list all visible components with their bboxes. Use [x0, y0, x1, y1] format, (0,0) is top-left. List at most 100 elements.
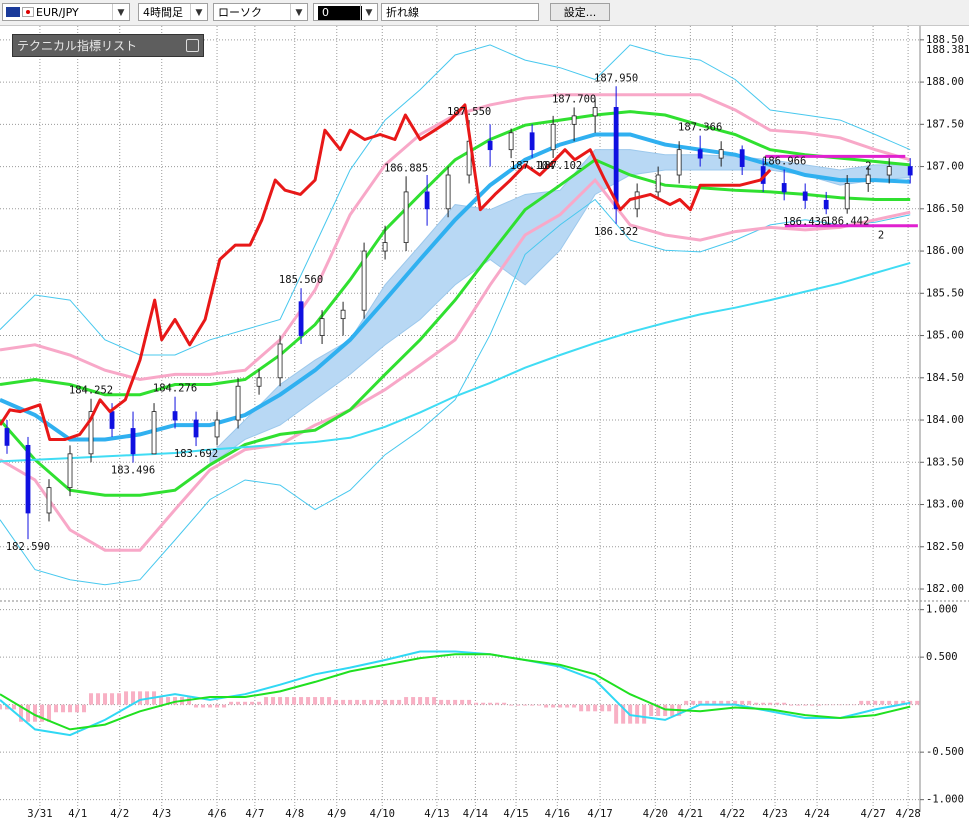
histogram-bar: [565, 704, 570, 708]
main-plot: 2 2 182.590 184.252 183.496 184.276 183.692 185…: [0, 26, 920, 600]
price-annotation: 185.560: [279, 274, 323, 286]
indicator-list-icon: [186, 39, 199, 52]
histogram-bar: [222, 704, 227, 708]
x-tick-label: 4/14: [463, 808, 488, 820]
histogram-bar: [600, 704, 605, 712]
histogram-bar: [859, 700, 864, 705]
histogram-bar: [509, 704, 514, 706]
timeframe-select[interactable]: 4時間足 ▼: [138, 3, 208, 21]
compare-select[interactable]: 0 ▼: [313, 3, 378, 21]
indicator-list[interactable]: テクニカル指標リスト: [12, 34, 204, 57]
settings-label: 設定...: [563, 6, 597, 19]
histogram-bar: [796, 704, 801, 706]
candle-body: [718, 149, 724, 159]
candle-body: [550, 123, 556, 151]
histogram-bar: [138, 691, 143, 705]
price-annotation: 183.496: [111, 465, 155, 477]
histogram-bar: [586, 704, 591, 712]
settings-button[interactable]: 設定...: [550, 3, 610, 21]
histogram-bar: [68, 704, 73, 713]
x-tick-label: 4/3: [152, 808, 171, 820]
histogram-bar: [684, 700, 689, 705]
histogram-bar: [789, 704, 794, 706]
candle-body: [67, 453, 73, 489]
x-tick-label: 4/24: [804, 808, 829, 820]
y-tick-label: 182.50: [926, 541, 964, 553]
histogram-bar: [299, 697, 304, 705]
histogram-bar: [740, 700, 745, 705]
histogram-bar: [831, 704, 836, 706]
price-annotation: 182.590: [6, 541, 50, 553]
histogram-bar: [194, 704, 199, 708]
candle-body: [25, 444, 31, 514]
overlay-style-text: 折れ線: [386, 6, 419, 19]
histogram-bar: [642, 704, 647, 724]
histogram-bar: [922, 701, 926, 705]
x-tick-label: 4/15: [503, 808, 528, 820]
x-tick-label: 4/7: [245, 808, 264, 820]
histogram-bar: [117, 693, 122, 705]
histogram-bar: [712, 700, 717, 705]
histogram-bar: [285, 697, 290, 705]
histogram-bar: [635, 704, 640, 724]
histogram-bar: [488, 702, 493, 705]
indicator-line: [0, 44, 911, 356]
histogram-bar: [579, 704, 584, 712]
histogram-bar: [12, 704, 16, 710]
histogram-bar: [229, 701, 234, 705]
histogram-bar: [320, 697, 325, 705]
histogram-bar: [250, 701, 255, 705]
symbol: EUR/JPY: [36, 6, 79, 19]
histogram-bar: [698, 700, 703, 705]
candle-body: [571, 115, 577, 125]
histogram-bar: [495, 702, 500, 705]
y-tick-label: 182.00: [926, 583, 964, 595]
histogram-bar: [481, 702, 486, 705]
histogram-bar: [40, 704, 45, 722]
histogram-bar: [726, 700, 731, 705]
x-tick-label: 4/6: [208, 808, 227, 820]
indicator-line: [0, 158, 911, 497]
candle-body: [592, 107, 598, 117]
histogram-bar: [803, 704, 808, 706]
histogram-bar: [110, 693, 115, 705]
candle-body: [256, 377, 262, 387]
chart-style: ローソク: [218, 6, 262, 19]
symbol-select[interactable]: EUR/JPY ▼: [2, 3, 130, 21]
histogram-bar: [75, 704, 80, 713]
candle-body: [403, 191, 409, 244]
histogram-bar: [159, 697, 164, 705]
last-price-label: 188.381: [926, 44, 969, 56]
histogram-bar: [446, 699, 451, 705]
histogram-bar: [516, 704, 521, 706]
histogram-bar: [845, 704, 850, 706]
y-tick-label: 185.50: [926, 287, 964, 299]
candle-body: [487, 140, 493, 151]
histogram-bar: [817, 704, 822, 706]
histogram-bar: [369, 699, 374, 705]
histogram-bar: [691, 700, 696, 705]
candle-body: [802, 191, 808, 201]
histogram-bar: [747, 700, 752, 705]
x-tick-label: 4/13: [424, 808, 449, 820]
histogram-bar: [551, 704, 556, 708]
candle-body: [865, 174, 871, 184]
histogram-bar: [257, 701, 262, 705]
histogram-bar: [397, 699, 402, 705]
y-tick-label: 184.00: [926, 414, 964, 426]
histogram-bar: [376, 699, 381, 705]
histogram-bar: [894, 700, 899, 705]
candle-body: [529, 132, 535, 151]
histogram-bar: [54, 704, 59, 713]
price-annotation: 186.885: [384, 162, 428, 174]
candle-body: [319, 318, 325, 336]
histogram-bar: [810, 704, 815, 706]
histogram-bar: [89, 693, 94, 705]
chart-style-select[interactable]: ローソク ▼: [213, 3, 308, 21]
histogram-bar: [593, 704, 598, 712]
overlay-style[interactable]: 折れ線: [381, 3, 539, 21]
histogram-bar: [838, 704, 843, 706]
x-tick-label: 4/22: [720, 808, 745, 820]
histogram-bar: [873, 700, 878, 705]
